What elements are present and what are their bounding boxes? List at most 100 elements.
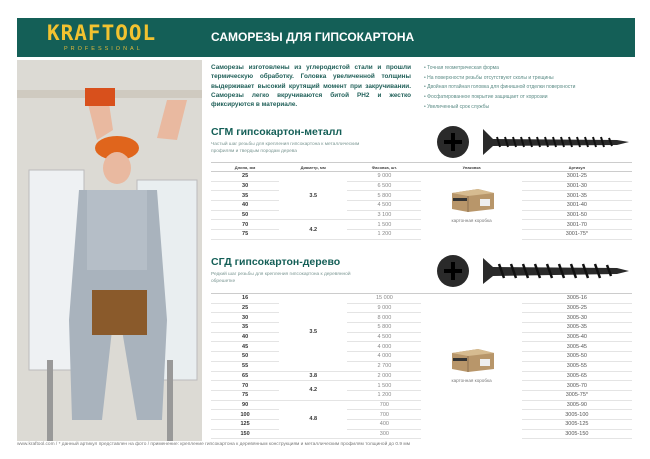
diameter-cell: 4.2 xyxy=(279,380,348,401)
quantity-cell: 1 500 xyxy=(347,219,422,231)
table-row: 50 4 000 3005-50 xyxy=(211,351,632,362)
feature-item: Двойная потайная головка для финишной от… xyxy=(424,83,575,93)
packaging-cell: картонная коробка xyxy=(421,294,521,439)
quantity-cell: 1 500 xyxy=(347,380,422,391)
article-cell: 3005-75* xyxy=(521,390,632,401)
length-cell: 30 xyxy=(211,312,280,324)
quantity-cell: 2 700 xyxy=(347,361,422,372)
brand-logo-subtitle: PROFESSIONAL xyxy=(64,46,143,52)
table-row: 50 3 100 3001-50 xyxy=(211,210,632,221)
packaging-label: картонная коробка xyxy=(451,217,492,223)
table-row: 30 6 500 3001-30 xyxy=(211,181,632,192)
quantity-cell: 4 500 xyxy=(347,200,422,211)
diameter-cell: 4.2 xyxy=(279,219,348,240)
article-cell: 3005-35 xyxy=(521,322,632,333)
length-cell: 40 xyxy=(211,200,280,211)
length-cell: 65 xyxy=(211,371,280,382)
column-header: Фасовка, шт. xyxy=(347,162,422,172)
feature-item: Точная геометрическая форма xyxy=(424,64,575,74)
quantity-cell: 1 200 xyxy=(347,229,422,240)
quantity-cell: 9 000 xyxy=(347,303,422,314)
length-cell: 16 xyxy=(211,293,280,304)
quantity-cell: 2 000 xyxy=(347,371,422,382)
table-row: 35 5 800 3001-35 xyxy=(211,190,632,202)
table-header-row: Длина, мм Диаметр, мм Фасовка, шт. Упаковка… xyxy=(211,162,632,172)
table-row: 40 4 500 3005-40 xyxy=(211,332,632,343)
quantity-cell: 6 500 xyxy=(347,181,422,192)
section-title-sgm: СГМ гипсокартон-металл xyxy=(211,126,343,138)
table-row: 70 4.2 1 500 3005-70 xyxy=(211,380,632,401)
quantity-cell: 400 xyxy=(347,419,422,430)
section-subtitle-sgm: Частый шаг резьбы для крепления гипсокар… xyxy=(211,142,360,154)
article-cell: 3005-100 xyxy=(521,409,632,420)
table-row: 100 700 3005-100 xyxy=(211,409,632,420)
table-row: 35 5 800 3005-35 xyxy=(211,322,632,333)
section-subtitle-sgd: Редкий шаг резьбы для крепления гипсокар… xyxy=(211,272,351,284)
article-cell: 3001-40 xyxy=(521,200,632,211)
cardboard-box-icon xyxy=(451,349,494,373)
page-title: САМОРЕЗЫ ДЛЯ ГИПСОКАРТОНА xyxy=(211,30,415,44)
length-cell: 70 xyxy=(211,380,280,391)
table-row: 70 4.2 1 500 3001-70 xyxy=(211,219,632,240)
length-cell: 45 xyxy=(211,341,280,353)
footer-note: www.kraftool.com / * данный артикул пред… xyxy=(17,442,410,447)
length-cell: 35 xyxy=(211,322,280,333)
table-row: 55 2 700 3005-55 xyxy=(211,361,632,372)
table-row: 150 300 3005-150 xyxy=(211,429,632,440)
quantity-cell: 3 100 xyxy=(347,210,422,221)
article-cell: 3005-50 xyxy=(521,351,632,362)
length-cell: 70 xyxy=(211,219,280,231)
length-cell: 150 xyxy=(211,429,280,440)
quantity-cell: 4 500 xyxy=(347,332,422,343)
quantity-cell: 4 000 xyxy=(347,341,422,353)
table-row: 65 3.8 2 000 3005-65 xyxy=(211,371,632,382)
sgm-spec-table: Длина, мм Диаметр, мм Фасовка, шт. Упаковка… xyxy=(211,162,632,240)
diameter-cell: 3.8 xyxy=(279,371,348,382)
table-row: 16 3.5 15 000 картонная коробка 3005-16 xyxy=(211,293,632,383)
header-bar: KRAFTOOL PROFESSIONAL САМОРЕЗЫ ДЛЯ ГИПСО… xyxy=(17,18,635,57)
article-cell: 3005-30 xyxy=(521,312,632,324)
table-row: 25 9 000 3005-25 xyxy=(211,303,632,314)
worker-photo xyxy=(17,60,202,441)
product-description: Саморезы изготовлены из углеродистой ста… xyxy=(211,64,411,109)
table-row: 75 1 200 3005-75* xyxy=(211,390,632,401)
quantity-cell: 5 800 xyxy=(347,322,422,333)
table-row: 125 400 3005-125 xyxy=(211,419,632,430)
article-cell: 3005-25 xyxy=(521,303,632,314)
feature-item: Увеличенный срок службы xyxy=(424,103,575,113)
article-cell: 3001-70 xyxy=(521,219,632,231)
quantity-cell: 1 200 xyxy=(347,390,422,401)
feature-item: На поверхности резьбы отсутствуют сколы … xyxy=(424,74,575,84)
length-cell: 30 xyxy=(211,181,280,192)
article-cell: 3005-90 xyxy=(521,400,632,411)
length-cell: 75 xyxy=(211,390,280,401)
column-header: Длина, мм xyxy=(211,162,280,172)
section-title-sgd: СГД гипсокартон-дерево xyxy=(211,256,341,268)
quantity-cell: 5 800 xyxy=(347,190,422,202)
length-cell: 75 xyxy=(211,229,280,240)
table-row: 90 4.8 700 3005-90 xyxy=(211,400,632,440)
length-cell: 125 xyxy=(211,419,280,430)
article-cell: 3001-30 xyxy=(521,181,632,192)
packaging-label: картонная коробка xyxy=(451,378,492,384)
column-header: Упаковка xyxy=(421,162,522,172)
length-cell: 90 xyxy=(211,400,280,411)
table-row: 75 1 200 3001-75* xyxy=(211,229,632,240)
article-cell: 3001-50 xyxy=(521,210,632,221)
screw-sgm-image xyxy=(437,126,629,158)
quantity-cell: 9 000 xyxy=(347,171,422,182)
screw-sgd-image xyxy=(437,255,629,287)
article-cell: 3005-70 xyxy=(521,380,632,391)
quantity-cell: 4 000 xyxy=(347,351,422,362)
article-cell: 3005-125 xyxy=(521,419,632,430)
cardboard-box-icon xyxy=(451,188,494,212)
quantity-cell: 700 xyxy=(347,409,422,420)
article-cell: 3005-45 xyxy=(521,341,632,353)
article-cell: 3005-150 xyxy=(521,429,632,440)
table-row: 45 4 000 3005-45 xyxy=(211,341,632,353)
quantity-cell: 700 xyxy=(347,400,422,411)
length-cell: 50 xyxy=(211,351,280,362)
packaging-cell: картонная коробка xyxy=(421,172,521,240)
article-cell: 3001-25 xyxy=(521,171,632,182)
article-cell: 3005-55 xyxy=(521,361,632,372)
